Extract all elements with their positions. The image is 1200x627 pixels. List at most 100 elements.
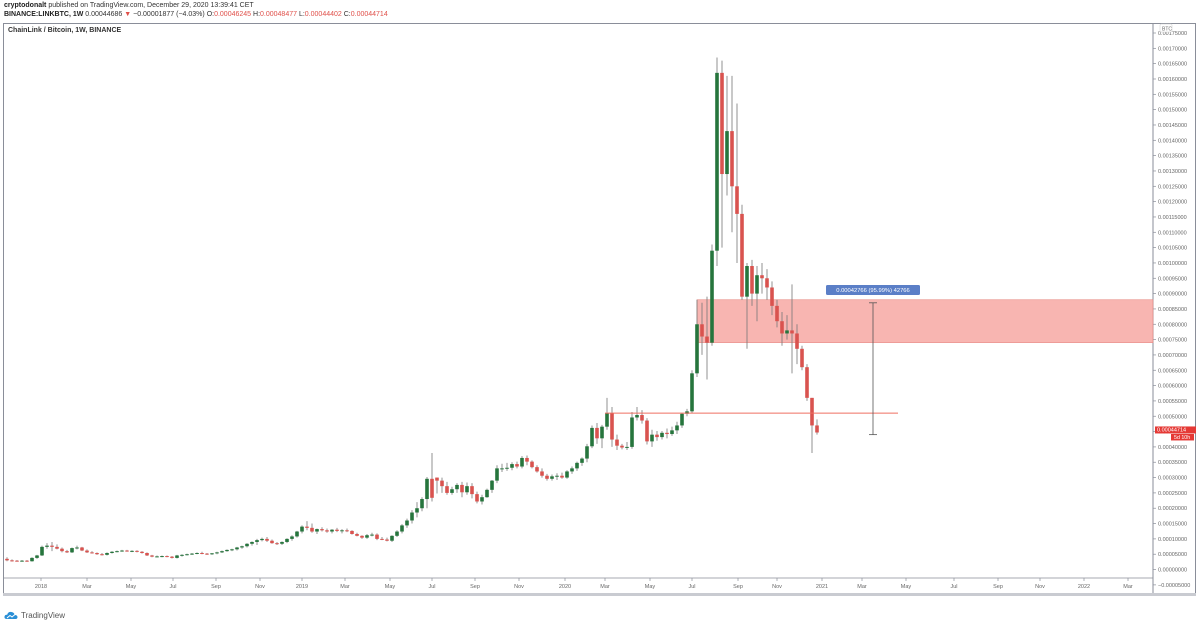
- candle-up: [555, 475, 559, 477]
- y-tick-label: 0.00025000: [1158, 491, 1187, 497]
- x-tick-label: 2022: [1078, 584, 1090, 590]
- candle-up: [370, 534, 374, 536]
- x-tick-label: Sep: [470, 584, 480, 590]
- candle-up: [420, 499, 424, 509]
- candle-down: [10, 560, 14, 562]
- y-tick-label: 0.00110000: [1158, 230, 1187, 236]
- candle-up: [75, 547, 79, 549]
- candle-up: [580, 458, 584, 463]
- candle-down: [325, 530, 329, 532]
- candle-up: [635, 415, 639, 418]
- candle-up: [605, 413, 609, 427]
- candle-down: [135, 550, 139, 552]
- candle-up: [220, 551, 224, 553]
- candle-down: [735, 186, 739, 214]
- candle-down: [620, 445, 624, 448]
- countdown-tag: [1171, 433, 1194, 441]
- tradingview-logo[interactable]: TradingView: [4, 611, 65, 620]
- close-value: 0.00044714: [350, 11, 388, 18]
- last-price-tag: [1155, 426, 1196, 434]
- x-tick-label: Mar: [1123, 584, 1133, 590]
- candle-down: [525, 457, 529, 462]
- x-tick-label: May: [126, 584, 137, 590]
- candle-up: [650, 434, 654, 442]
- candle-down: [90, 552, 94, 554]
- candle-down: [720, 72, 724, 175]
- candle-down: [595, 427, 599, 439]
- candle-up: [685, 411, 689, 414]
- candle-up: [690, 373, 694, 412]
- candle-down: [80, 547, 84, 551]
- x-tick-label: Mar: [82, 584, 92, 590]
- x-tick-label: Nov: [1035, 584, 1045, 590]
- candle-up: [180, 554, 184, 556]
- candle-up: [465, 486, 469, 493]
- candle-up: [755, 275, 759, 294]
- y-tick-label: 0.00105000: [1158, 246, 1187, 252]
- candle-up: [35, 555, 39, 558]
- high-label: H:: [253, 11, 261, 18]
- candle-down: [265, 538, 269, 541]
- candle-up: [105, 552, 109, 555]
- candle-down: [150, 555, 154, 557]
- y-tick-label: 0.00030000: [1158, 476, 1187, 482]
- y-tick-label: 0.00150000: [1158, 108, 1187, 114]
- candle-up: [415, 508, 419, 513]
- candle-up: [185, 554, 189, 556]
- candle-up: [190, 553, 194, 555]
- y-tick-label: −0.00005000: [1158, 583, 1190, 589]
- candle-up: [745, 266, 749, 297]
- candle-down: [60, 548, 64, 552]
- candle-down: [55, 546, 59, 549]
- candle-up: [130, 550, 134, 552]
- y-tick-label: 0.00120000: [1158, 200, 1187, 206]
- candle-down: [665, 432, 669, 435]
- y-tick-label: 0.00015000: [1158, 522, 1187, 528]
- y-tick-label: 0.00040000: [1158, 445, 1187, 451]
- candle-up: [120, 550, 124, 552]
- resistance-zone[interactable]: [696, 299, 1154, 343]
- y-tick-label: 0.00145000: [1158, 123, 1187, 129]
- candle-down: [750, 266, 754, 294]
- candle-down: [25, 560, 29, 562]
- candle-down: [205, 553, 209, 555]
- y-tick-label: 0.00050000: [1158, 414, 1187, 420]
- axis-unit-badge[interactable]: [1159, 23, 1173, 33]
- author-name[interactable]: cryptodonalt: [4, 2, 47, 9]
- candle-up: [110, 551, 114, 553]
- candle-down: [535, 467, 539, 472]
- candle-down: [50, 545, 54, 547]
- candle-up: [235, 547, 239, 550]
- candle-up: [520, 457, 524, 467]
- candle-up: [365, 535, 369, 538]
- x-tick-label: 2018: [35, 584, 47, 590]
- y-tick-label: 0.00080000: [1158, 322, 1187, 328]
- x-tick-label: 2020: [559, 584, 571, 590]
- candle-down: [700, 324, 704, 337]
- candle-down: [780, 321, 784, 334]
- candle-down: [740, 213, 744, 297]
- candle-up: [295, 531, 299, 537]
- candle-up: [455, 484, 459, 490]
- y-tick-label: 0.00155000: [1158, 92, 1187, 98]
- candle-down: [540, 471, 544, 476]
- candle-down: [800, 348, 804, 368]
- candle-down: [275, 543, 279, 545]
- last-price: 0.00044686: [85, 11, 123, 18]
- candle-up: [450, 489, 454, 493]
- candle-down: [145, 552, 149, 556]
- candle-down: [435, 477, 439, 481]
- candle-down: [100, 554, 104, 556]
- time-axis-scrollbar[interactable]: [3, 593, 1196, 596]
- symbol-label: BINANCE:LINKBTC, 1W: [4, 11, 84, 18]
- candle-up: [570, 468, 574, 472]
- candle-up: [330, 529, 334, 532]
- candle-up: [625, 446, 629, 448]
- candle-down: [165, 556, 169, 558]
- candle-down: [645, 420, 649, 442]
- axis-unit-label: BTC: [1162, 27, 1172, 33]
- candle-down: [350, 530, 354, 534]
- candle-up: [785, 330, 789, 334]
- candle-down: [5, 558, 9, 561]
